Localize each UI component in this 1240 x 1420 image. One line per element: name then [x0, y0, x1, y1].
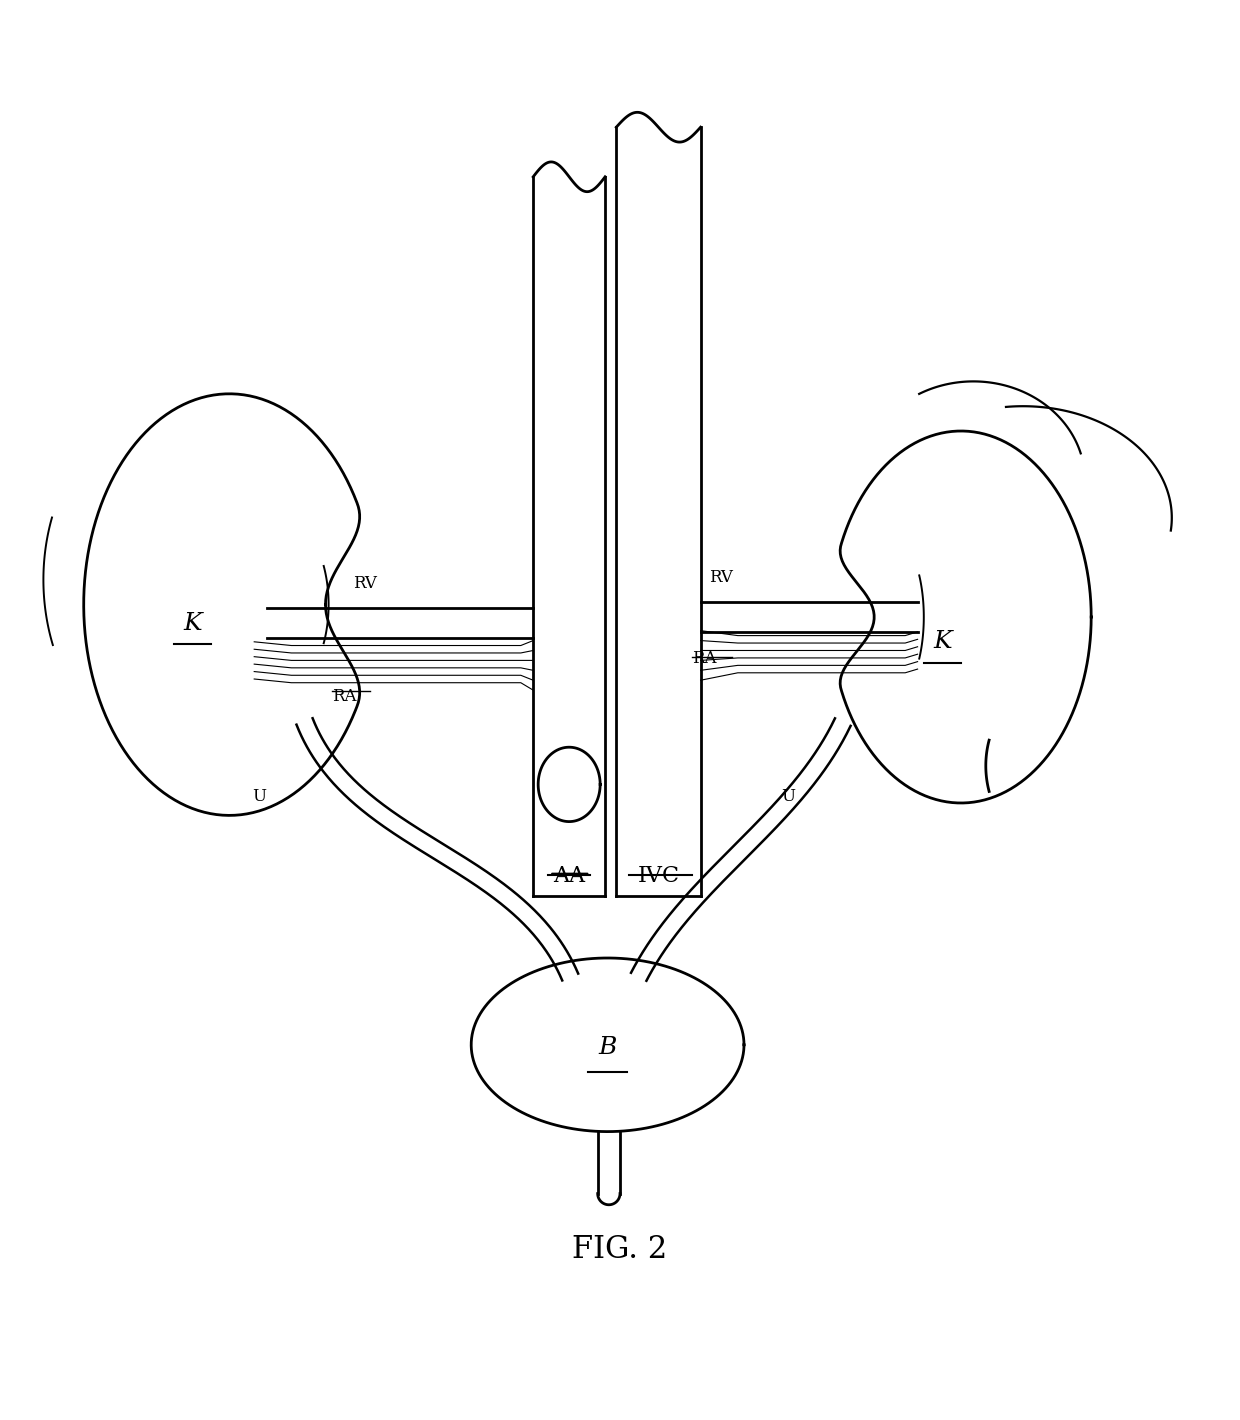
Text: AA: AA	[553, 865, 585, 888]
Text: FIG. 2: FIG. 2	[573, 1234, 667, 1265]
Text: U: U	[781, 788, 795, 805]
Text: K: K	[182, 612, 202, 635]
Text: RV: RV	[353, 575, 377, 592]
Text: U: U	[253, 788, 267, 805]
Text: RA: RA	[332, 687, 357, 704]
Text: RV: RV	[709, 569, 733, 586]
Text: K: K	[932, 630, 952, 653]
Text: B: B	[599, 1035, 616, 1059]
Text: RA: RA	[692, 650, 717, 667]
Text: IVC: IVC	[637, 865, 680, 888]
